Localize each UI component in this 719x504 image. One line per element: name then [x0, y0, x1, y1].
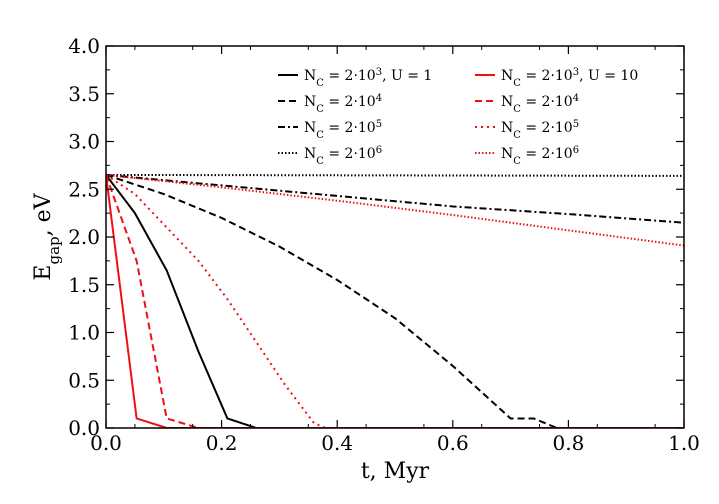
x-tick-label: 0.4 [321, 431, 353, 455]
legend-label-7: NC = 2·106 [501, 145, 579, 167]
y-axis-label: Egap, eV [31, 192, 63, 280]
series-line-2 [106, 173, 684, 224]
legend-label-0: NC = 2·103, U = 1 [304, 67, 432, 89]
legend-label-1: NC = 2·104 [304, 93, 382, 115]
legend-label-5: NC = 2·104 [501, 93, 579, 115]
legend-label-6: NC = 2·105 [501, 119, 579, 141]
legend-label-2: NC = 2·105 [304, 119, 382, 141]
y-tick-label: 2.0 [68, 225, 100, 249]
series-line-1 [106, 173, 684, 428]
series-line-0 [106, 174, 684, 428]
y-tick-label: 3.0 [68, 130, 100, 154]
x-tick-label: 1.0 [668, 431, 700, 455]
x-tick-label: 0.2 [206, 431, 238, 455]
y-tick-label: 4.0 [68, 34, 100, 58]
x-axis-label: t, Myr [361, 459, 430, 484]
legend-label-3: NC = 2·106 [304, 145, 382, 167]
x-tick-label: 0.6 [437, 431, 469, 455]
legend: NC = 2·103, U = 1 NC = 2·104 NC = 2·105 NC … [278, 67, 638, 167]
y-tick-label: 3.5 [68, 82, 100, 106]
y-tick-label: 2.5 [68, 177, 100, 201]
series-line-6 [106, 174, 684, 428]
series-line-4 [106, 174, 684, 428]
x-tick-label: 0.0 [90, 431, 122, 455]
series-line-3 [106, 173, 684, 177]
y-tick-label: 0.0 [68, 416, 100, 440]
y-tick-label: 1.0 [68, 321, 100, 345]
legend-label-4: NC = 2·103, U = 10 [501, 67, 638, 89]
x-tick-label: 0.8 [552, 431, 584, 455]
y-tick-label: 1.5 [68, 273, 100, 297]
series-line-7 [106, 173, 684, 247]
plot-frame [105, 45, 685, 429]
series-group [106, 173, 684, 428]
y-tick-label: 0.5 [68, 368, 100, 392]
series-line-5 [106, 174, 684, 428]
